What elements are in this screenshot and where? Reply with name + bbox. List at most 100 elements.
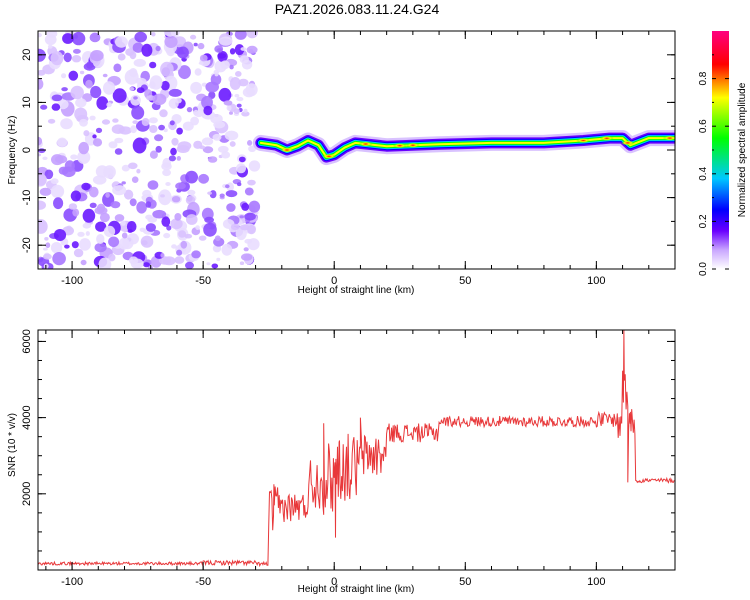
noise-blob	[191, 250, 201, 259]
noise-blob	[235, 163, 247, 174]
noise-blob	[82, 208, 96, 223]
noise-blob	[158, 124, 166, 131]
x-tick-label: -50	[195, 275, 211, 287]
noise-blob	[71, 31, 86, 46]
noise-blob	[80, 259, 87, 266]
noise-blob	[248, 48, 254, 54]
noise-blob	[42, 156, 48, 160]
noise-blob	[128, 256, 139, 265]
noise-blob	[112, 185, 127, 196]
noise-blob	[124, 69, 139, 85]
y-tick-label: -10	[21, 190, 33, 206]
noise-blob	[190, 34, 197, 40]
noise-blob	[38, 200, 46, 210]
noise-blob	[225, 190, 238, 198]
noise-blob	[190, 81, 203, 94]
noise-blob	[64, 244, 70, 249]
noise-blob	[180, 240, 188, 249]
noise-blob	[96, 234, 105, 244]
noise-blob	[229, 64, 234, 70]
noise-blob	[241, 202, 250, 211]
noise-blob	[132, 120, 138, 124]
noise-blob	[241, 111, 250, 117]
noise-blob	[114, 137, 124, 144]
noise-blob	[68, 203, 78, 210]
noise-blob	[207, 191, 213, 195]
noise-blob	[53, 197, 64, 210]
noise-blob	[242, 87, 255, 98]
noise-blob	[161, 216, 171, 227]
spectrogram-ylabel: Frequency (Hz)	[7, 116, 18, 185]
noise-blob	[193, 109, 199, 116]
noise-blob	[130, 94, 141, 106]
noise-blob	[171, 137, 179, 146]
noise-blob	[147, 216, 157, 223]
noise-blob	[197, 42, 205, 50]
colorbar-tick-label: 0.4	[698, 166, 709, 180]
noise-blob	[132, 42, 144, 53]
x-tick-label: -100	[61, 275, 83, 287]
noise-blob	[121, 232, 128, 239]
noise-blob	[248, 200, 261, 213]
noise-blob	[38, 136, 43, 146]
noise-blob	[94, 242, 107, 253]
noise-blob	[214, 72, 219, 77]
noise-blob	[81, 182, 91, 191]
noise-blob	[92, 175, 107, 185]
noise-blob	[176, 156, 181, 161]
noise-blob	[193, 140, 203, 149]
ridge-hotspot	[662, 135, 675, 141]
noise-blob	[136, 168, 141, 174]
spectrogram-noise-field	[38, 31, 261, 269]
noise-blob	[207, 156, 218, 163]
noise-blob	[131, 105, 145, 120]
ridge-hotspot	[358, 141, 373, 147]
noise-blob	[44, 237, 49, 241]
noise-blob	[89, 186, 99, 198]
noise-blob	[152, 93, 167, 106]
noise-blob	[238, 78, 249, 87]
ridge-hotspot	[392, 143, 407, 149]
noise-blob	[216, 257, 221, 262]
noise-blob	[236, 96, 244, 102]
noise-blob	[51, 94, 63, 102]
noise-blob	[244, 238, 253, 244]
noise-blob	[70, 190, 82, 202]
spectrogram-ridge	[252, 130, 675, 166]
spectrogram-xlabel: Height of straight line (km)	[298, 285, 415, 296]
ridge-hotspot	[405, 142, 420, 148]
noise-blob	[182, 121, 194, 131]
noise-blob	[132, 137, 147, 154]
noise-blob	[221, 243, 233, 256]
x-tick-label: 0	[331, 275, 337, 287]
noise-blob	[78, 141, 89, 155]
noise-blob	[198, 173, 210, 184]
noise-blob	[229, 48, 236, 55]
noise-blob	[185, 261, 194, 269]
noise-blob	[194, 68, 202, 76]
noise-blob	[243, 108, 248, 113]
noise-blob	[86, 61, 94, 69]
noise-blob	[90, 85, 102, 99]
noise-blob	[113, 63, 122, 73]
noise-blob	[77, 150, 91, 164]
noise-blob	[103, 165, 116, 179]
noise-blob	[71, 55, 82, 63]
noise-blob	[152, 209, 167, 219]
noise-blob	[239, 261, 245, 266]
y-tick-label: 0	[21, 147, 33, 153]
noise-blob	[205, 81, 219, 93]
noise-blob	[240, 224, 250, 231]
noise-blob	[94, 206, 108, 215]
noise-blob	[198, 61, 204, 65]
noise-blob	[219, 36, 233, 46]
noise-blob	[217, 145, 229, 153]
noise-blob	[73, 48, 81, 54]
noise-blob	[236, 103, 242, 108]
noise-blob	[43, 253, 52, 260]
noise-blob	[50, 178, 59, 185]
noise-blob	[217, 51, 228, 62]
noise-blob	[163, 232, 171, 239]
snr-panel: -100 -50 0 50 100 6000 4000 2000 Height of stra…	[7, 329, 676, 595]
